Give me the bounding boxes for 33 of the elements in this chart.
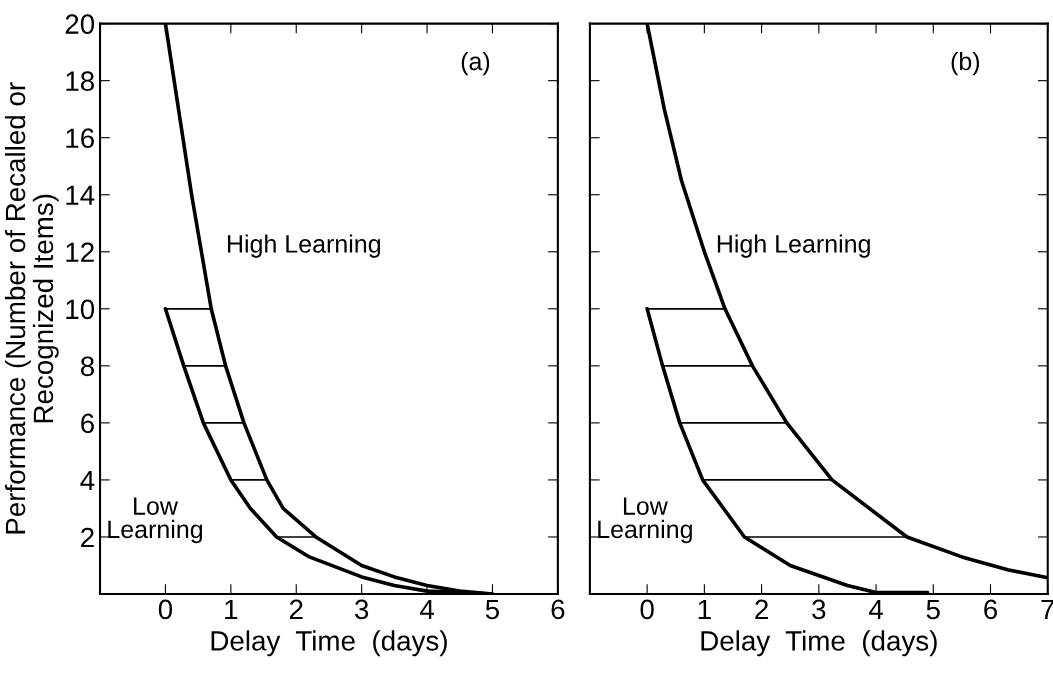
y-tick-label: 16 [66, 128, 94, 149]
y-tick-label: 20 [65, 14, 95, 34]
x-tick-label: 5 [926, 599, 940, 620]
x-tick-label: 5 [485, 599, 500, 620]
x-tick-label: 4 [868, 599, 883, 619]
y-tick-label: 10 [66, 299, 95, 320]
annotation: (b) [951, 51, 980, 76]
x-tick-label: 4 [419, 599, 434, 619]
x-axis-title: Delay Time (days) [701, 630, 937, 657]
annotation: High Learning [227, 234, 380, 258]
annotation: (a) [461, 51, 490, 76]
x-tick-label: 2 [289, 599, 303, 619]
x-axis-title: Delay Time (days) [211, 630, 447, 657]
x-tick-label: 0 [158, 599, 173, 620]
x-tick-label: 2 [755, 599, 768, 619]
y-tick-label: 8 [80, 356, 94, 377]
y-tick-label: 18 [66, 71, 94, 91]
annotation: High Learning [717, 234, 870, 258]
x-tick-label: 1 [225, 599, 238, 619]
y-tick-label: 6 [81, 413, 94, 434]
x-tick-label: 0 [640, 599, 654, 620]
x-tick-label: 6 [984, 599, 998, 620]
x-tick-label: 3 [812, 599, 826, 620]
y-axis-title: Performance (Number of Recalled or Recognized Items) [4, 82, 59, 534]
annotation: Low Learning [108, 497, 203, 544]
y-tick-label: 14 [66, 185, 95, 205]
y-tick-label: 12 [66, 242, 94, 262]
x-tick-label: 6 [551, 599, 565, 620]
y-tick-label: 2 [81, 527, 94, 548]
annotation: Low Learning [598, 497, 692, 544]
y-tick-label: 4 [80, 470, 95, 490]
x-tick-label: 1 [698, 599, 711, 619]
x-tick-label: 3 [354, 599, 369, 620]
